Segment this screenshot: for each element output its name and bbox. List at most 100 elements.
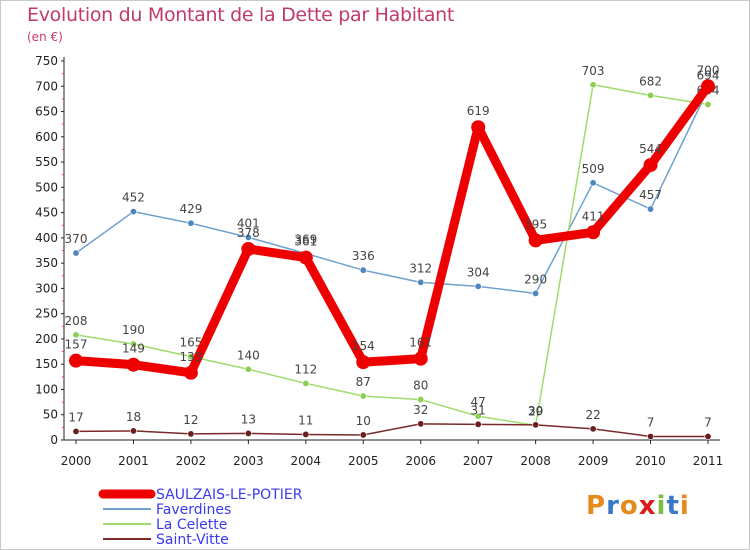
data-point (244, 365, 252, 373)
data-label: 13 (241, 412, 256, 426)
data-point (417, 420, 425, 428)
y-tick-label: 50 (43, 408, 58, 422)
y-tick-label: 0 (50, 433, 58, 447)
chart-title: Evolution du Montant de la Dette par Hab… (27, 4, 455, 26)
data-label: 457 (639, 188, 662, 202)
data-point (187, 219, 195, 227)
data-label: 190 (122, 323, 145, 337)
data-point (129, 427, 137, 435)
data-label: 140 (237, 348, 260, 362)
data-point (72, 331, 80, 339)
data-label: 29 (528, 404, 543, 418)
x-tick-label: 2008 (520, 454, 551, 468)
data-label: 161 (409, 336, 432, 350)
series-line (71, 81, 713, 378)
data-point (474, 412, 482, 420)
chart-subtitle: (en €) (27, 30, 63, 44)
data-label: 133 (179, 350, 202, 364)
data-label: 411 (582, 209, 605, 223)
y-tick-label: 600 (35, 130, 58, 144)
x-tick-label: 2007 (463, 454, 494, 468)
data-label: 370 (65, 232, 88, 246)
data-label: 395 (524, 217, 547, 231)
x-tick-label: 2003 (233, 454, 264, 468)
data-point (701, 79, 715, 94)
y-tick-label: 500 (35, 180, 58, 194)
data-label: 544 (639, 142, 662, 156)
logo-letter: r (606, 491, 620, 521)
data-label: 312 (409, 261, 432, 275)
data-point (129, 208, 137, 216)
data-label: 31 (471, 403, 486, 417)
data-label: 12 (183, 413, 198, 427)
data-point (704, 100, 712, 108)
data-point (244, 429, 252, 437)
legend-label: La Celette (156, 517, 227, 533)
data-point (417, 396, 425, 404)
data-point (589, 81, 597, 89)
data-point (359, 431, 367, 439)
y-tick-label: 250 (35, 307, 58, 321)
series-line (75, 88, 709, 295)
data-label: 361 (294, 235, 317, 249)
data-label: 80 (413, 379, 428, 393)
logo-letter: i (679, 491, 690, 521)
data-point (126, 357, 141, 372)
data-label: 157 (65, 338, 88, 352)
data-point (474, 420, 482, 428)
data-point (589, 179, 597, 187)
data-point (302, 379, 310, 387)
data-label: 165 (179, 336, 202, 350)
data-label: 694 (697, 68, 720, 82)
data-point (586, 225, 601, 240)
logo-letter: i (656, 491, 667, 521)
data-point (528, 233, 543, 248)
data-label: 290 (524, 272, 547, 286)
data-label: 22 (585, 408, 600, 422)
y-tick-label: 550 (35, 155, 58, 169)
x-tick-label: 2011 (693, 454, 724, 468)
data-point (183, 365, 198, 380)
data-point (532, 289, 540, 297)
y-tick-label: 650 (35, 105, 58, 119)
y-tick-label: 200 (35, 332, 58, 346)
data-label: 11 (298, 413, 313, 427)
data-label: 112 (294, 362, 317, 376)
data-point (647, 432, 655, 440)
y-tick-label: 700 (35, 79, 58, 93)
logo-letter: t (666, 491, 680, 521)
data-point (704, 432, 712, 440)
data-label: 378 (237, 226, 260, 240)
data-point (532, 421, 540, 429)
y-tick-label: 450 (35, 206, 58, 220)
y-tick-label: 400 (35, 231, 58, 245)
data-label: 32 (413, 403, 428, 417)
data-label: 429 (179, 202, 202, 216)
data-label: 700 (697, 63, 720, 77)
data-point (69, 353, 83, 368)
logo-letter: P (586, 491, 607, 521)
data-label: 369 (294, 233, 317, 247)
data-point (643, 158, 658, 173)
data-label: 154 (352, 339, 375, 353)
x-tick-label: 2000 (61, 454, 92, 468)
series-line (75, 423, 709, 438)
x-tick-label: 2009 (578, 454, 609, 468)
data-point (356, 355, 371, 370)
data-point (647, 205, 655, 213)
x-tick-label: 2005 (348, 454, 379, 468)
data-point (129, 340, 137, 348)
data-point (474, 282, 482, 290)
data-point (359, 392, 367, 400)
y-tick-label: 300 (35, 281, 58, 295)
x-tick-label: 2004 (291, 454, 322, 468)
data-point (589, 425, 597, 433)
data-label: 304 (467, 265, 490, 279)
logo-letter: x (638, 491, 657, 521)
data-label: 208 (65, 314, 88, 328)
data-label: 452 (122, 191, 145, 205)
y-tick-label: 350 (35, 256, 58, 270)
data-label: 509 (582, 162, 605, 176)
